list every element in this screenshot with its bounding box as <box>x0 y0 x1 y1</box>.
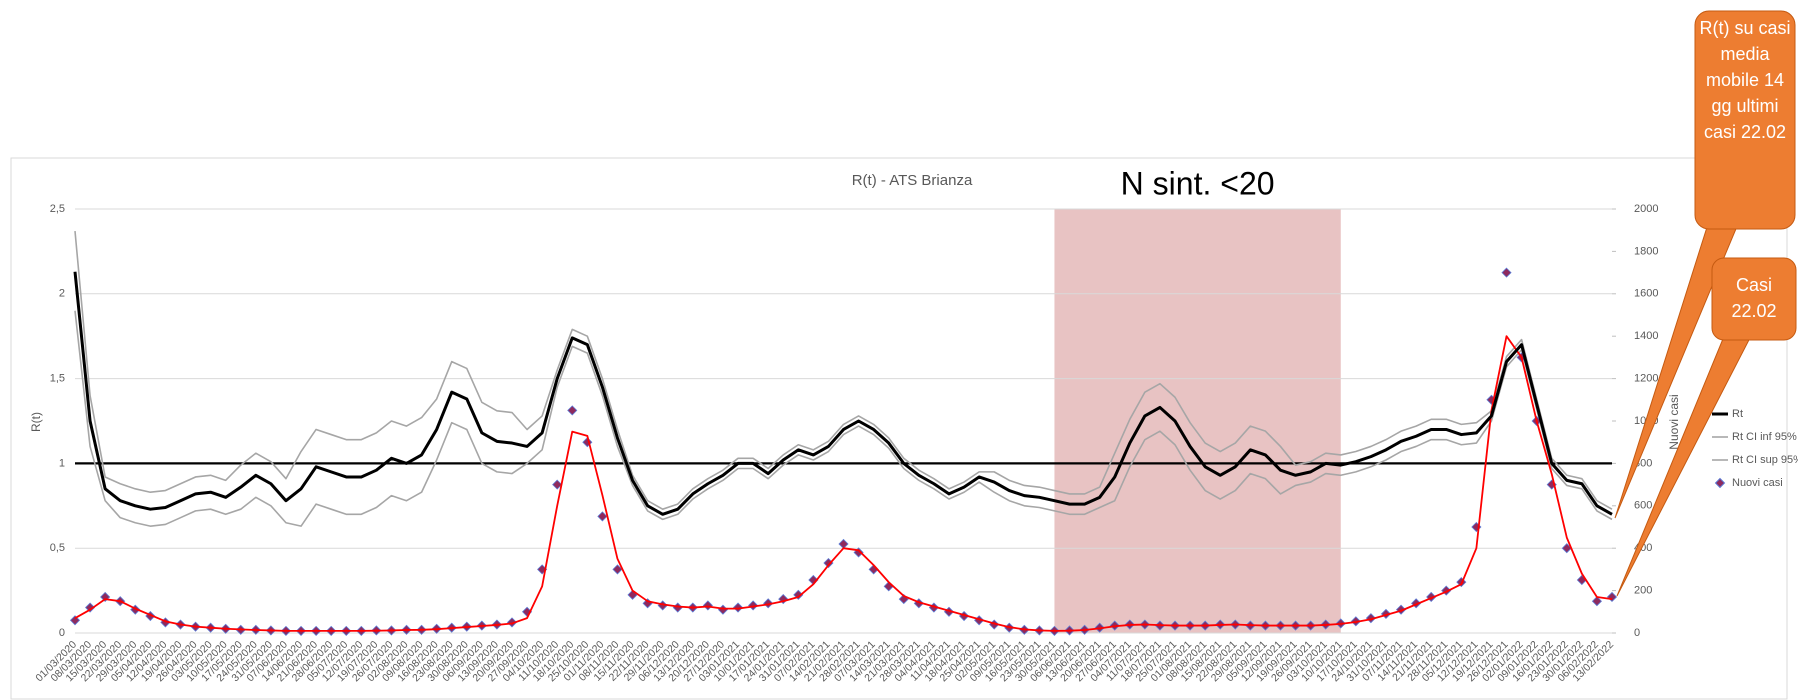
data-point <box>69 615 81 626</box>
data-point <box>1380 608 1392 619</box>
chart-frame <box>10 157 1788 700</box>
chart-title: R(t) - ATS Brianza <box>852 172 973 189</box>
data-point <box>702 600 713 611</box>
data-point <box>506 617 518 628</box>
data-point <box>552 479 563 490</box>
legend-marker <box>1714 477 1726 489</box>
callout-box <box>1711 257 1797 341</box>
callout-box <box>1694 10 1796 230</box>
series-line <box>74 230 1613 510</box>
y-tick-label: 0 <box>59 627 65 639</box>
y2-tick-label: 200 <box>1634 585 1652 597</box>
y-tick-label: 2,5 <box>50 203 65 215</box>
legend-label: Rt <box>1732 408 1743 420</box>
y2-tick-label: 1400 <box>1634 330 1658 342</box>
legend-label: Rt CI inf 95% <box>1732 431 1797 443</box>
data-point <box>1591 596 1602 607</box>
callout-text: Casi 22.02 <box>1731 275 1777 321</box>
data-point <box>612 564 623 575</box>
data-point <box>838 538 849 550</box>
callout-text: R(t) su casi media mobile 14 gg ultimi c… <box>1699 18 1791 142</box>
data-point <box>732 602 744 613</box>
series-line <box>73 271 1613 516</box>
data-point <box>1606 591 1618 603</box>
data-point <box>567 405 578 416</box>
shade-label: N sint. <20 <box>1121 165 1275 201</box>
series-line <box>74 310 1613 527</box>
data-point <box>717 604 729 615</box>
data-point <box>748 600 759 611</box>
data-point <box>85 602 96 613</box>
legend-label: Rt CI sup 95% <box>1732 454 1798 466</box>
data-point <box>1365 613 1376 624</box>
y2-tick-label: 600 <box>1634 500 1652 512</box>
y2-tick-label: 1800 <box>1634 245 1658 257</box>
y-tick-label: 2 <box>59 288 65 300</box>
data-point <box>597 511 608 522</box>
plot: 00,511,522,50200400600800100012001400160… <box>33 203 1658 684</box>
y2-tick-label: 2000 <box>1634 203 1658 215</box>
series-line <box>74 335 1613 632</box>
legend-label: Nuovi casi <box>1732 477 1783 489</box>
shaded-region <box>1054 209 1341 633</box>
y-axis-label: R(t) <box>29 412 43 432</box>
y2-tick-label: 1600 <box>1634 288 1658 300</box>
y-tick-label: 1 <box>59 457 65 469</box>
y2-axis-label: Nuovi casi <box>1667 394 1681 449</box>
y-tick-label: 0,5 <box>50 542 65 554</box>
data-point <box>1501 267 1512 278</box>
y2-tick-label: 1200 <box>1634 373 1658 385</box>
callouts <box>1614 10 1797 597</box>
y2-tick-label: 0 <box>1634 627 1640 639</box>
y-tick-label: 1,5 <box>50 373 65 385</box>
